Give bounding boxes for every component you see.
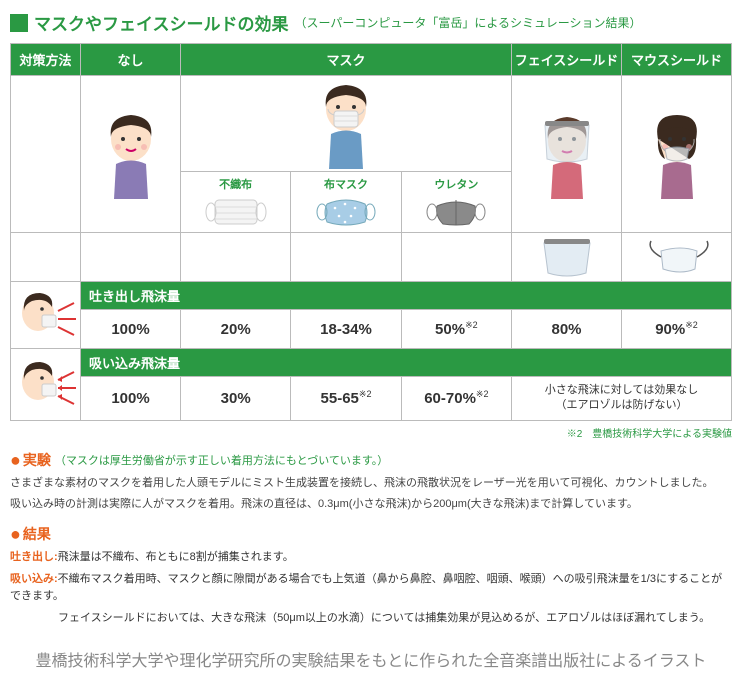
bullet-icon: ● [10, 450, 21, 471]
header-none: なし [81, 44, 181, 76]
experiment-head: ●実験 （マスクは厚生労働省が示す正しい着用方法にもとづいています。） [10, 450, 732, 471]
illus-mask [181, 76, 512, 172]
label-urethane: ウレタン [404, 174, 509, 194]
inhale-urethane: 60-70%※2 [401, 377, 511, 421]
result-exhale: 吐き出し:飛沫量は不織布、布ともに8割が捕集されます。 [10, 549, 732, 567]
header-mouthshield: マウスシールド [622, 44, 732, 76]
exhale-none: 100% [81, 310, 181, 349]
mouthshield-item [622, 233, 732, 282]
title-row: マスクやフェイスシールドの効果 （スーパーコンピュータ「富岳」によるシミュレーシ… [10, 10, 732, 35]
illus-none [81, 76, 181, 233]
title-sub: （スーパーコンピュータ「富岳」によるシミュレーション結果） [295, 14, 642, 31]
mask-urethane-cell: ウレタン [401, 172, 511, 233]
mask-nonwoven-cell: 不織布 [181, 172, 291, 233]
result-inhale: 吸い込み:不織布マスク着用時、マスクと顔に隙間がある場合でも上気道（鼻から鼻腔、… [10, 571, 732, 606]
results-head: ●結果 [10, 524, 732, 545]
exhale-urethane: 50%※2 [401, 310, 511, 349]
exhale-nonwoven: 20% [181, 310, 291, 349]
exhale-cloth: 18-34% [291, 310, 401, 349]
mask-cloth-cell: 布マスク [291, 172, 401, 233]
illus-faceshield [512, 76, 622, 233]
exhale-side-icon [11, 282, 81, 349]
label-nonwoven: 不織布 [183, 174, 288, 194]
inhale-nonwoven: 30% [181, 377, 291, 421]
experiment-line1: さまざまな素材のマスクを着用した人頭モデルにミスト生成装置を接続し、飛沫の飛散状… [10, 475, 732, 493]
caption: 豊橋技術科学大学や理化学研究所の実験結果をもとに作られた全音楽譜出版社によるイラ… [0, 649, 742, 675]
inhale-side-icon [11, 349, 81, 421]
header-mask: マスク [181, 44, 512, 76]
title-main: マスクやフェイスシールドの効果 [34, 10, 289, 35]
inhale-cloth: 55-65※2 [291, 377, 401, 421]
inhale-none: 100% [81, 377, 181, 421]
inhale-shields: 小さな飛沫に対しては効果なし （エアロゾルは防げない） [512, 377, 732, 421]
comparison-table: 対策方法 なし マスク フェイスシールド マウスシールド [10, 43, 732, 421]
illus-mouthshield [622, 76, 732, 233]
header-method: 対策方法 [11, 44, 81, 76]
exhale-mouthshield: 90%※2 [622, 310, 732, 349]
title-square-icon [10, 14, 28, 32]
header-faceshield: フェイスシールド [512, 44, 622, 76]
experiment-line2: 吸い込み時の計測は実際に人がマスクを着用。飛沫の直径は、0.3μm(小さな飛沫)… [10, 496, 732, 514]
row-exhale-label: 吐き出し飛沫量 [81, 282, 732, 310]
footnote: ※2 豊橋技術科学大学による実験値 [10, 425, 732, 440]
bullet-icon: ● [10, 524, 21, 545]
faceshield-item [512, 233, 622, 282]
label-cloth: 布マスク [293, 174, 398, 194]
row-inhale-label: 吸い込み飛沫量 [81, 349, 732, 377]
exhale-faceshield: 80% [512, 310, 622, 349]
experiment-head-note: （マスクは厚生労働省が示す正しい着用方法にもとづいています。） [55, 452, 388, 468]
